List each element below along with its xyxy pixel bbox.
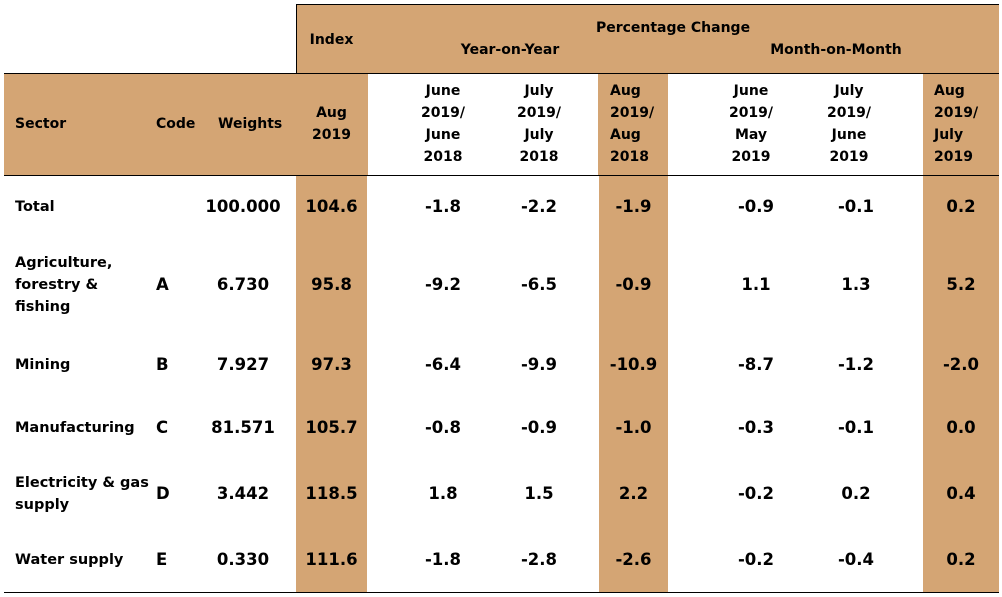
mom-aug-column-shade: [923, 175, 999, 592]
row-water-index: 111.6: [305, 550, 358, 569]
row-total-index: 104.6: [305, 197, 358, 216]
month-on-month-header: Month-on-Month: [770, 42, 902, 58]
row-total-yoy-aug: -1.9: [615, 197, 652, 216]
yoy-col-june-header: June 2019/ June 2018: [420, 83, 466, 165]
row-electricity-index: 118.5: [305, 484, 358, 503]
row-mining-index: 97.3: [311, 355, 352, 374]
row-water-mom-june: -0.2: [737, 550, 775, 569]
row-manufacturing-index: 105.7: [305, 418, 358, 437]
row-agriculture-code: A: [156, 275, 169, 294]
row-water-sector: Water supply: [15, 552, 124, 568]
row-mining-weight: 7.927: [216, 355, 270, 374]
year-on-year-header: Year-on-Year: [460, 42, 560, 58]
row-manufacturing-yoy-aug: -1.0: [615, 418, 652, 437]
row-water-yoy-aug: -2.6: [615, 550, 652, 569]
row-agriculture-index: 95.8: [311, 275, 352, 294]
row-agriculture-mom-aug: 5.2: [946, 275, 976, 294]
row-mining-yoy-aug: -10.9: [609, 355, 658, 374]
yoy-aug-column-shade: [599, 175, 668, 592]
row-manufacturing-yoy-july: -0.9: [520, 418, 558, 437]
top-rule: [296, 4, 999, 5]
row-total-yoy-july: -2.2: [520, 197, 558, 216]
row-water-mom-july: -0.4: [837, 550, 875, 569]
row-manufacturing-mom-july: -0.1: [837, 418, 875, 437]
header-left-rule: [296, 4, 297, 74]
mom-subheader-plain: [668, 74, 923, 175]
row-agriculture-yoy-july: -6.5: [520, 275, 558, 294]
row-water-weight: 0.330: [216, 550, 270, 569]
row-electricity-yoy-july: 1.5: [524, 484, 554, 503]
row-total-mom-june: -0.9: [737, 197, 775, 216]
yoy-subheader-plain: [368, 74, 598, 175]
index-column-shade: [296, 175, 367, 592]
top-header-band: [296, 5, 999, 73]
yoy-col-july-header: July 2019/ July 2018: [516, 83, 562, 165]
row-manufacturing-code: C: [156, 418, 169, 437]
row-electricity-weight: 3.442: [216, 484, 270, 503]
row-water-mom-aug: 0.2: [946, 550, 976, 569]
mom-col-june-header: June 2019/ May 2019: [728, 83, 774, 165]
row-agriculture-weight: 6.730: [216, 275, 270, 294]
row-mining-code: B: [156, 355, 169, 374]
row-agriculture-mom-june: 1.1: [741, 275, 771, 294]
index-period-header: Aug 2019: [312, 105, 351, 143]
mom-col-aug-header: Aug 2019/ July 2019: [934, 83, 979, 165]
table-bottom-rule: [4, 592, 999, 593]
weights-header: Weights: [218, 116, 283, 132]
mom-col-july-header: July 2019/ June 2019: [826, 83, 872, 165]
row-manufacturing-mom-aug: 0.0: [946, 418, 976, 437]
percentage-change-header: Percentage Change: [595, 20, 751, 36]
row-agriculture-sector: Agriculture, forestry & fishing: [15, 255, 113, 315]
row-mining-sector: Mining: [15, 357, 71, 373]
row-manufacturing-weight: 81.571: [211, 418, 275, 437]
row-water-code: E: [156, 550, 168, 569]
row-water-yoy-june: -1.8: [424, 550, 462, 569]
row-electricity-mom-aug: 0.4: [946, 484, 976, 503]
row-electricity-yoy-june: 1.8: [428, 484, 458, 503]
row-manufacturing-mom-june: -0.3: [737, 418, 775, 437]
row-total-mom-july: -0.1: [837, 197, 875, 216]
row-total-sector: Total: [15, 199, 55, 215]
row-mining-mom-july: -1.2: [837, 355, 875, 374]
code-header: Code: [156, 116, 196, 132]
row-electricity-code: D: [156, 484, 170, 503]
row-agriculture-yoy-aug: -0.9: [615, 275, 652, 294]
row-total-yoy-june: -1.8: [424, 197, 462, 216]
row-mining-mom-june: -8.7: [737, 355, 775, 374]
row-total-mom-aug: 0.2: [946, 197, 976, 216]
row-agriculture-yoy-june: -9.2: [424, 275, 462, 294]
header-mid-rule: [4, 73, 999, 74]
row-electricity-yoy-aug: 2.2: [618, 484, 649, 503]
row-manufacturing-yoy-june: -0.8: [424, 418, 462, 437]
index-header: Index: [309, 32, 354, 48]
row-mining-mom-aug: -2.0: [942, 355, 980, 374]
header-bottom-rule: [4, 175, 999, 176]
row-water-yoy-july: -2.8: [520, 550, 558, 569]
row-electricity-mom-june: -0.2: [737, 484, 775, 503]
row-mining-yoy-july: -9.9: [520, 355, 558, 374]
row-agriculture-mom-july: 1.3: [841, 275, 871, 294]
row-electricity-mom-july: 0.2: [841, 484, 871, 503]
row-electricity-sector: Electricity & gas supply: [15, 475, 149, 513]
row-total-weight: 100.000: [205, 197, 281, 216]
sector-header: Sector: [15, 116, 67, 132]
row-mining-yoy-june: -6.4: [424, 355, 462, 374]
yoy-col-aug-header: Aug 2019/ Aug 2018: [610, 83, 655, 165]
row-manufacturing-sector: Manufacturing: [15, 420, 135, 436]
